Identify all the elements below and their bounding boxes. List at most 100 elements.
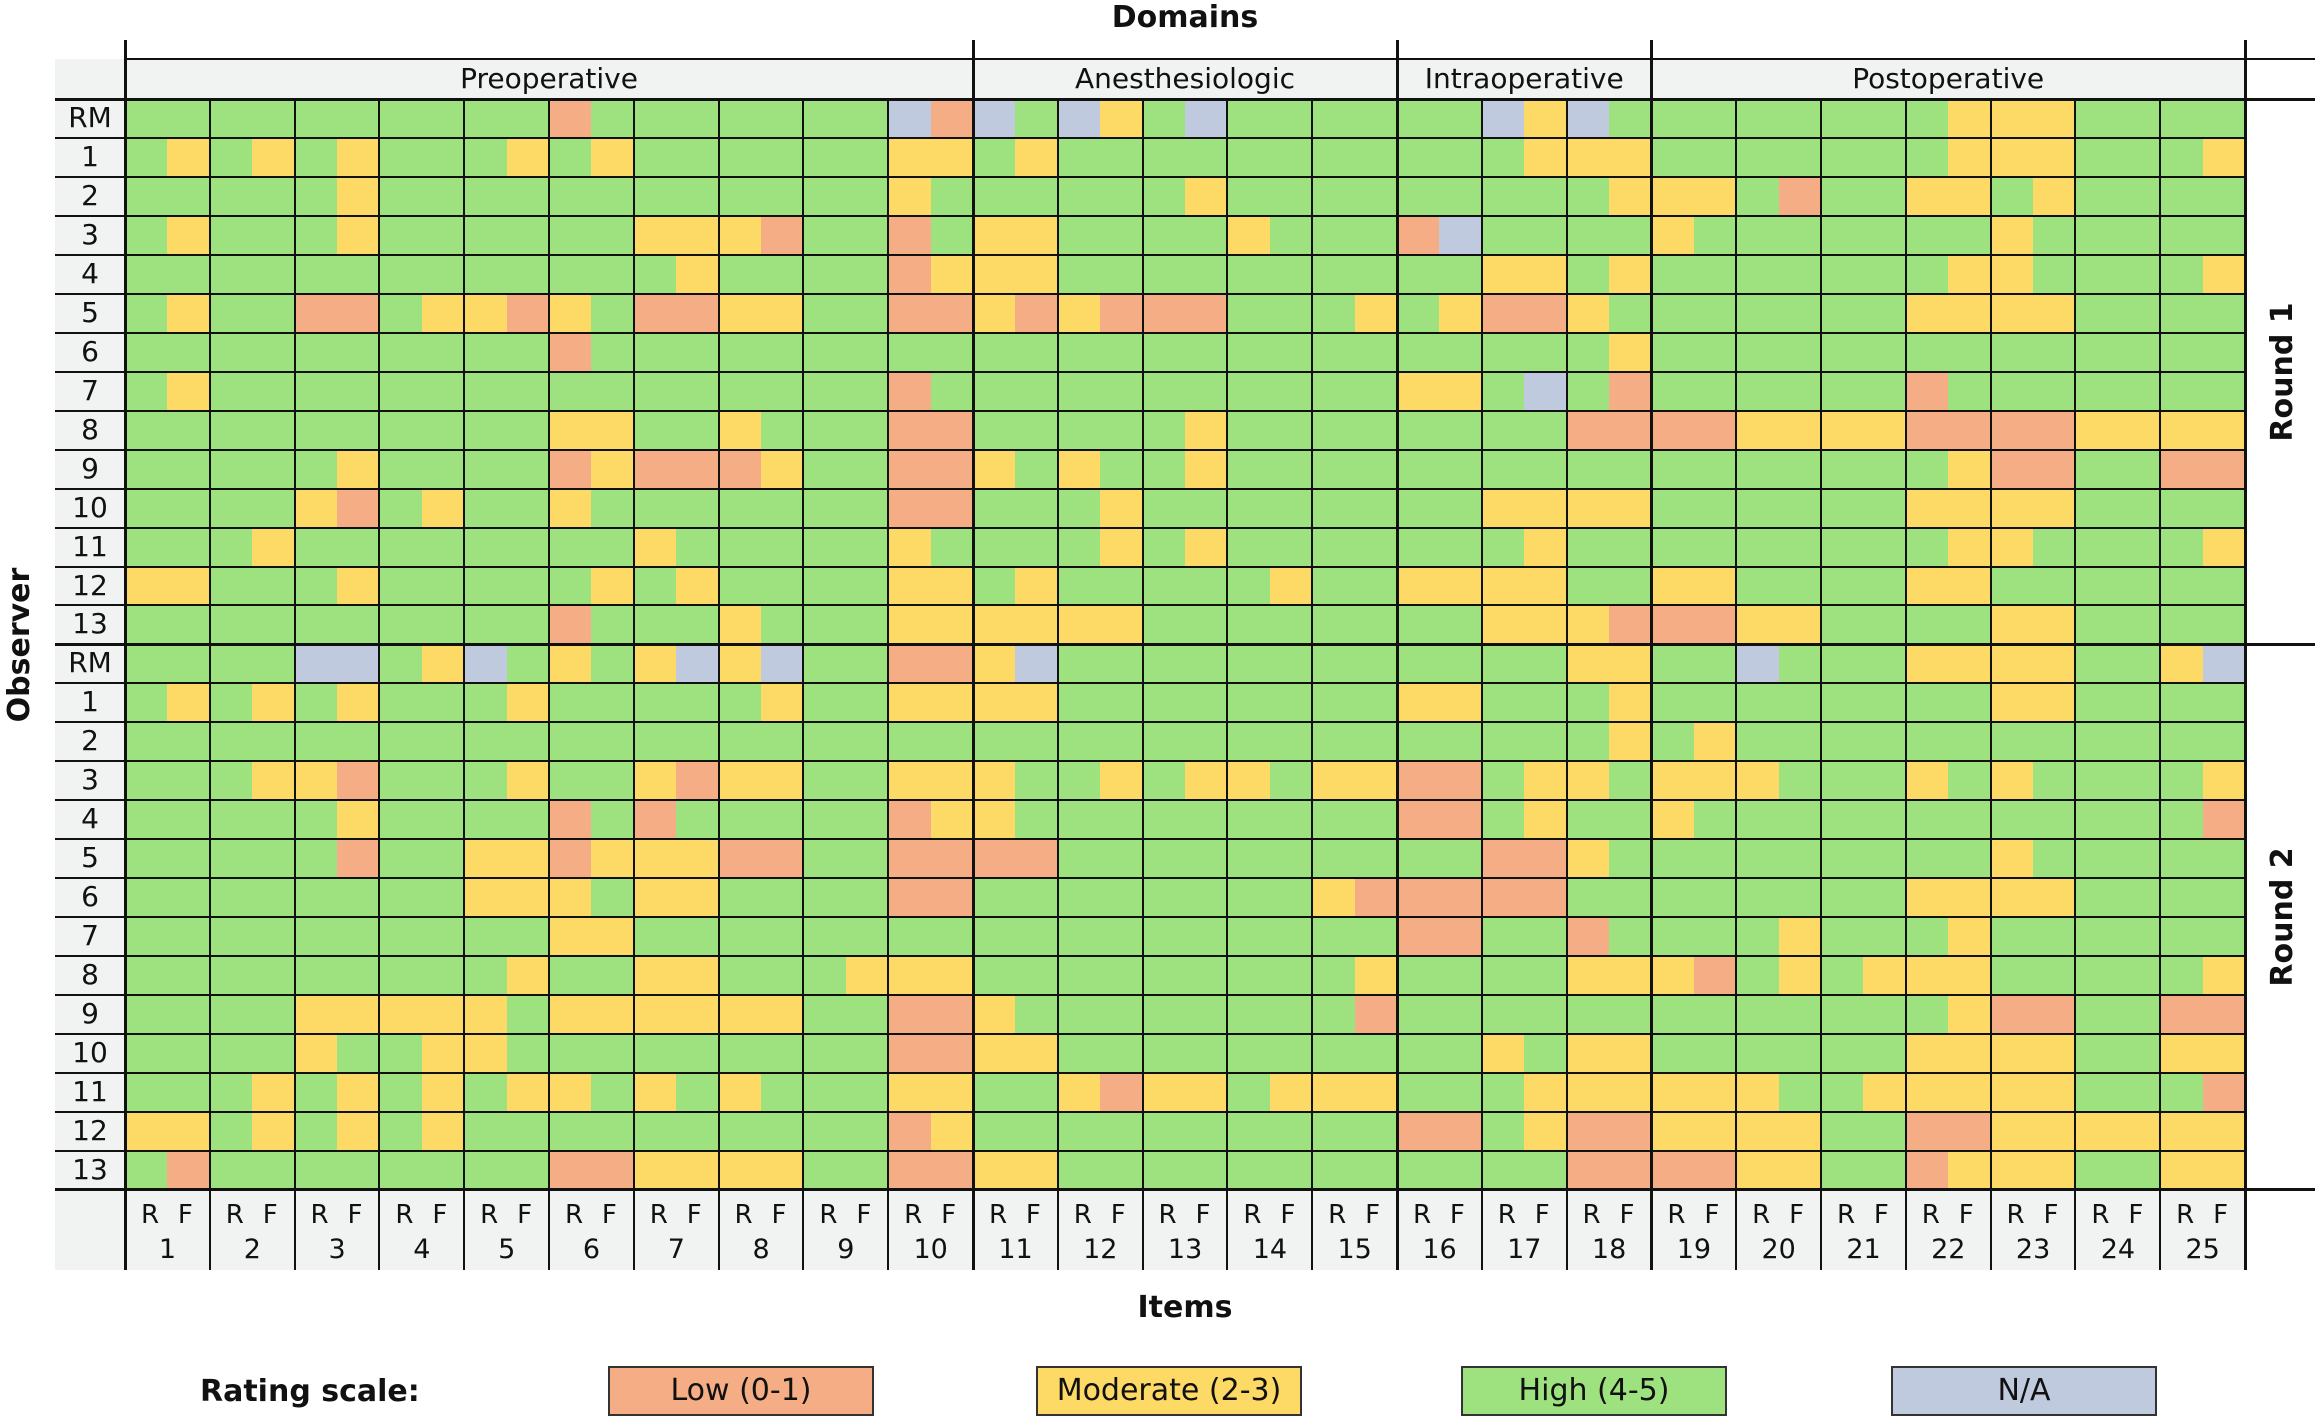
heatmap-cell	[252, 644, 296, 684]
heatmap-cell	[973, 683, 1016, 723]
row-gridline	[55, 955, 2245, 958]
heatmap-cell	[1354, 215, 1398, 255]
heatmap-cell	[379, 644, 423, 684]
heatmap-cell	[633, 722, 677, 762]
heatmap-cell	[1821, 995, 1864, 1035]
heatmap-cell	[1354, 488, 1398, 528]
heatmap-cell	[209, 410, 253, 450]
heatmap-cell	[1609, 605, 1652, 645]
heatmap-cell	[294, 254, 338, 294]
heatmap-cell	[803, 1150, 847, 1190]
row-gridline	[55, 1033, 2245, 1036]
observer-label: 13	[72, 607, 108, 641]
heatmap-cell	[1100, 215, 1144, 255]
heatmap-cell	[676, 761, 720, 801]
item-tick-label: 21	[1846, 1234, 1881, 1265]
heatmap-cell	[1057, 878, 1101, 918]
heatmap-cell	[1439, 99, 1483, 138]
heatmap-cell	[1439, 137, 1483, 177]
heatmap-cell	[1439, 410, 1483, 450]
heatmap-cell	[718, 215, 762, 255]
heatmap-cell	[1439, 683, 1483, 723]
heatmap-cell	[209, 488, 253, 528]
heatmap-cell	[1227, 410, 1271, 450]
heatmap-cell	[1990, 371, 2034, 411]
heatmap-cell	[167, 605, 211, 645]
heatmap-cell	[1397, 410, 1440, 450]
heatmap-cell	[2160, 371, 2204, 411]
heatmap-cell	[337, 1150, 380, 1190]
heatmap-cell	[337, 800, 380, 840]
heatmap-cell	[930, 683, 974, 723]
heatmap-cell	[2202, 917, 2246, 957]
heatmap-cell	[718, 800, 762, 840]
heatmap-cell	[1821, 410, 1864, 450]
heatmap-cell	[1609, 644, 1652, 684]
heatmap-cell	[125, 644, 168, 684]
heatmap-cell	[1354, 722, 1398, 762]
heatmap-cell	[209, 371, 253, 411]
heatmap-cell	[1397, 761, 1440, 801]
heatmap-cell	[2117, 410, 2161, 450]
heatmap-cell	[167, 488, 211, 528]
heatmap-cell	[125, 761, 168, 801]
heatmap-cell	[888, 839, 932, 879]
heatmap-cell	[1397, 839, 1440, 879]
heatmap-cell	[1142, 605, 1186, 645]
heatmap-cell	[718, 566, 762, 606]
heatmap-cell	[294, 449, 338, 489]
heatmap-cell	[888, 215, 932, 255]
heatmap-cell	[1312, 761, 1356, 801]
heatmap-cell	[1651, 371, 1695, 411]
heatmap-cell	[2160, 917, 2204, 957]
heatmap-cell	[1100, 176, 1144, 216]
heatmap-cell	[1990, 449, 2034, 489]
heatmap-cell	[1397, 488, 1440, 528]
heatmap-cell	[1397, 800, 1440, 840]
heatmap-cell	[337, 566, 380, 606]
heatmap-cell	[845, 956, 889, 996]
heatmap-cell	[294, 1111, 338, 1151]
heatmap-cell	[1481, 449, 1525, 489]
heatmap-cell	[1397, 332, 1440, 372]
heatmap-cell	[1100, 488, 1144, 528]
heatmap-cell	[1693, 878, 1737, 918]
heatmap-cell	[125, 956, 168, 996]
heatmap-cell	[421, 176, 465, 216]
heatmap-cell	[1057, 995, 1101, 1035]
heatmap-cell	[294, 1073, 338, 1112]
heatmap-cell	[1863, 449, 1907, 489]
heatmap-cell	[1651, 761, 1695, 801]
heatmap-cell	[252, 956, 296, 996]
heatmap-cell	[803, 995, 847, 1035]
heatmap-cell	[1948, 566, 1992, 606]
heatmap-cell	[506, 644, 550, 684]
heatmap-cell	[1566, 644, 1610, 684]
heatmap-cell	[1185, 1150, 1228, 1190]
heatmap-cell	[209, 1034, 253, 1073]
heatmap-cell	[252, 332, 296, 372]
heatmap-cell	[973, 605, 1016, 645]
heatmap-cell	[676, 137, 720, 177]
heatmap-cell	[1312, 1034, 1356, 1073]
heatmap-cell	[2202, 878, 2246, 918]
heatmap-cell	[1778, 1150, 1822, 1190]
heatmap-cell	[973, 956, 1016, 996]
heatmap-cell	[930, 605, 974, 645]
observer-label: 4	[81, 256, 99, 290]
heatmap-cell	[1354, 605, 1398, 645]
heatmap-cell	[1227, 683, 1271, 723]
heatmap-cell	[888, 527, 932, 567]
heatmap-cell	[1015, 956, 1059, 996]
heatmap-cell	[973, 215, 1016, 255]
subcolumn-label: F	[2128, 1200, 2144, 1230]
heatmap-cell	[591, 761, 635, 801]
heatmap-cell	[1948, 800, 1992, 840]
row-gridline	[55, 604, 2245, 607]
heatmap-cell	[1990, 1111, 2034, 1151]
heatmap-cell	[888, 878, 932, 918]
heatmap-cell	[1397, 605, 1440, 645]
heatmap-cell	[1609, 254, 1652, 294]
heatmap-cell	[1778, 527, 1822, 567]
heatmap-cell	[973, 917, 1016, 957]
